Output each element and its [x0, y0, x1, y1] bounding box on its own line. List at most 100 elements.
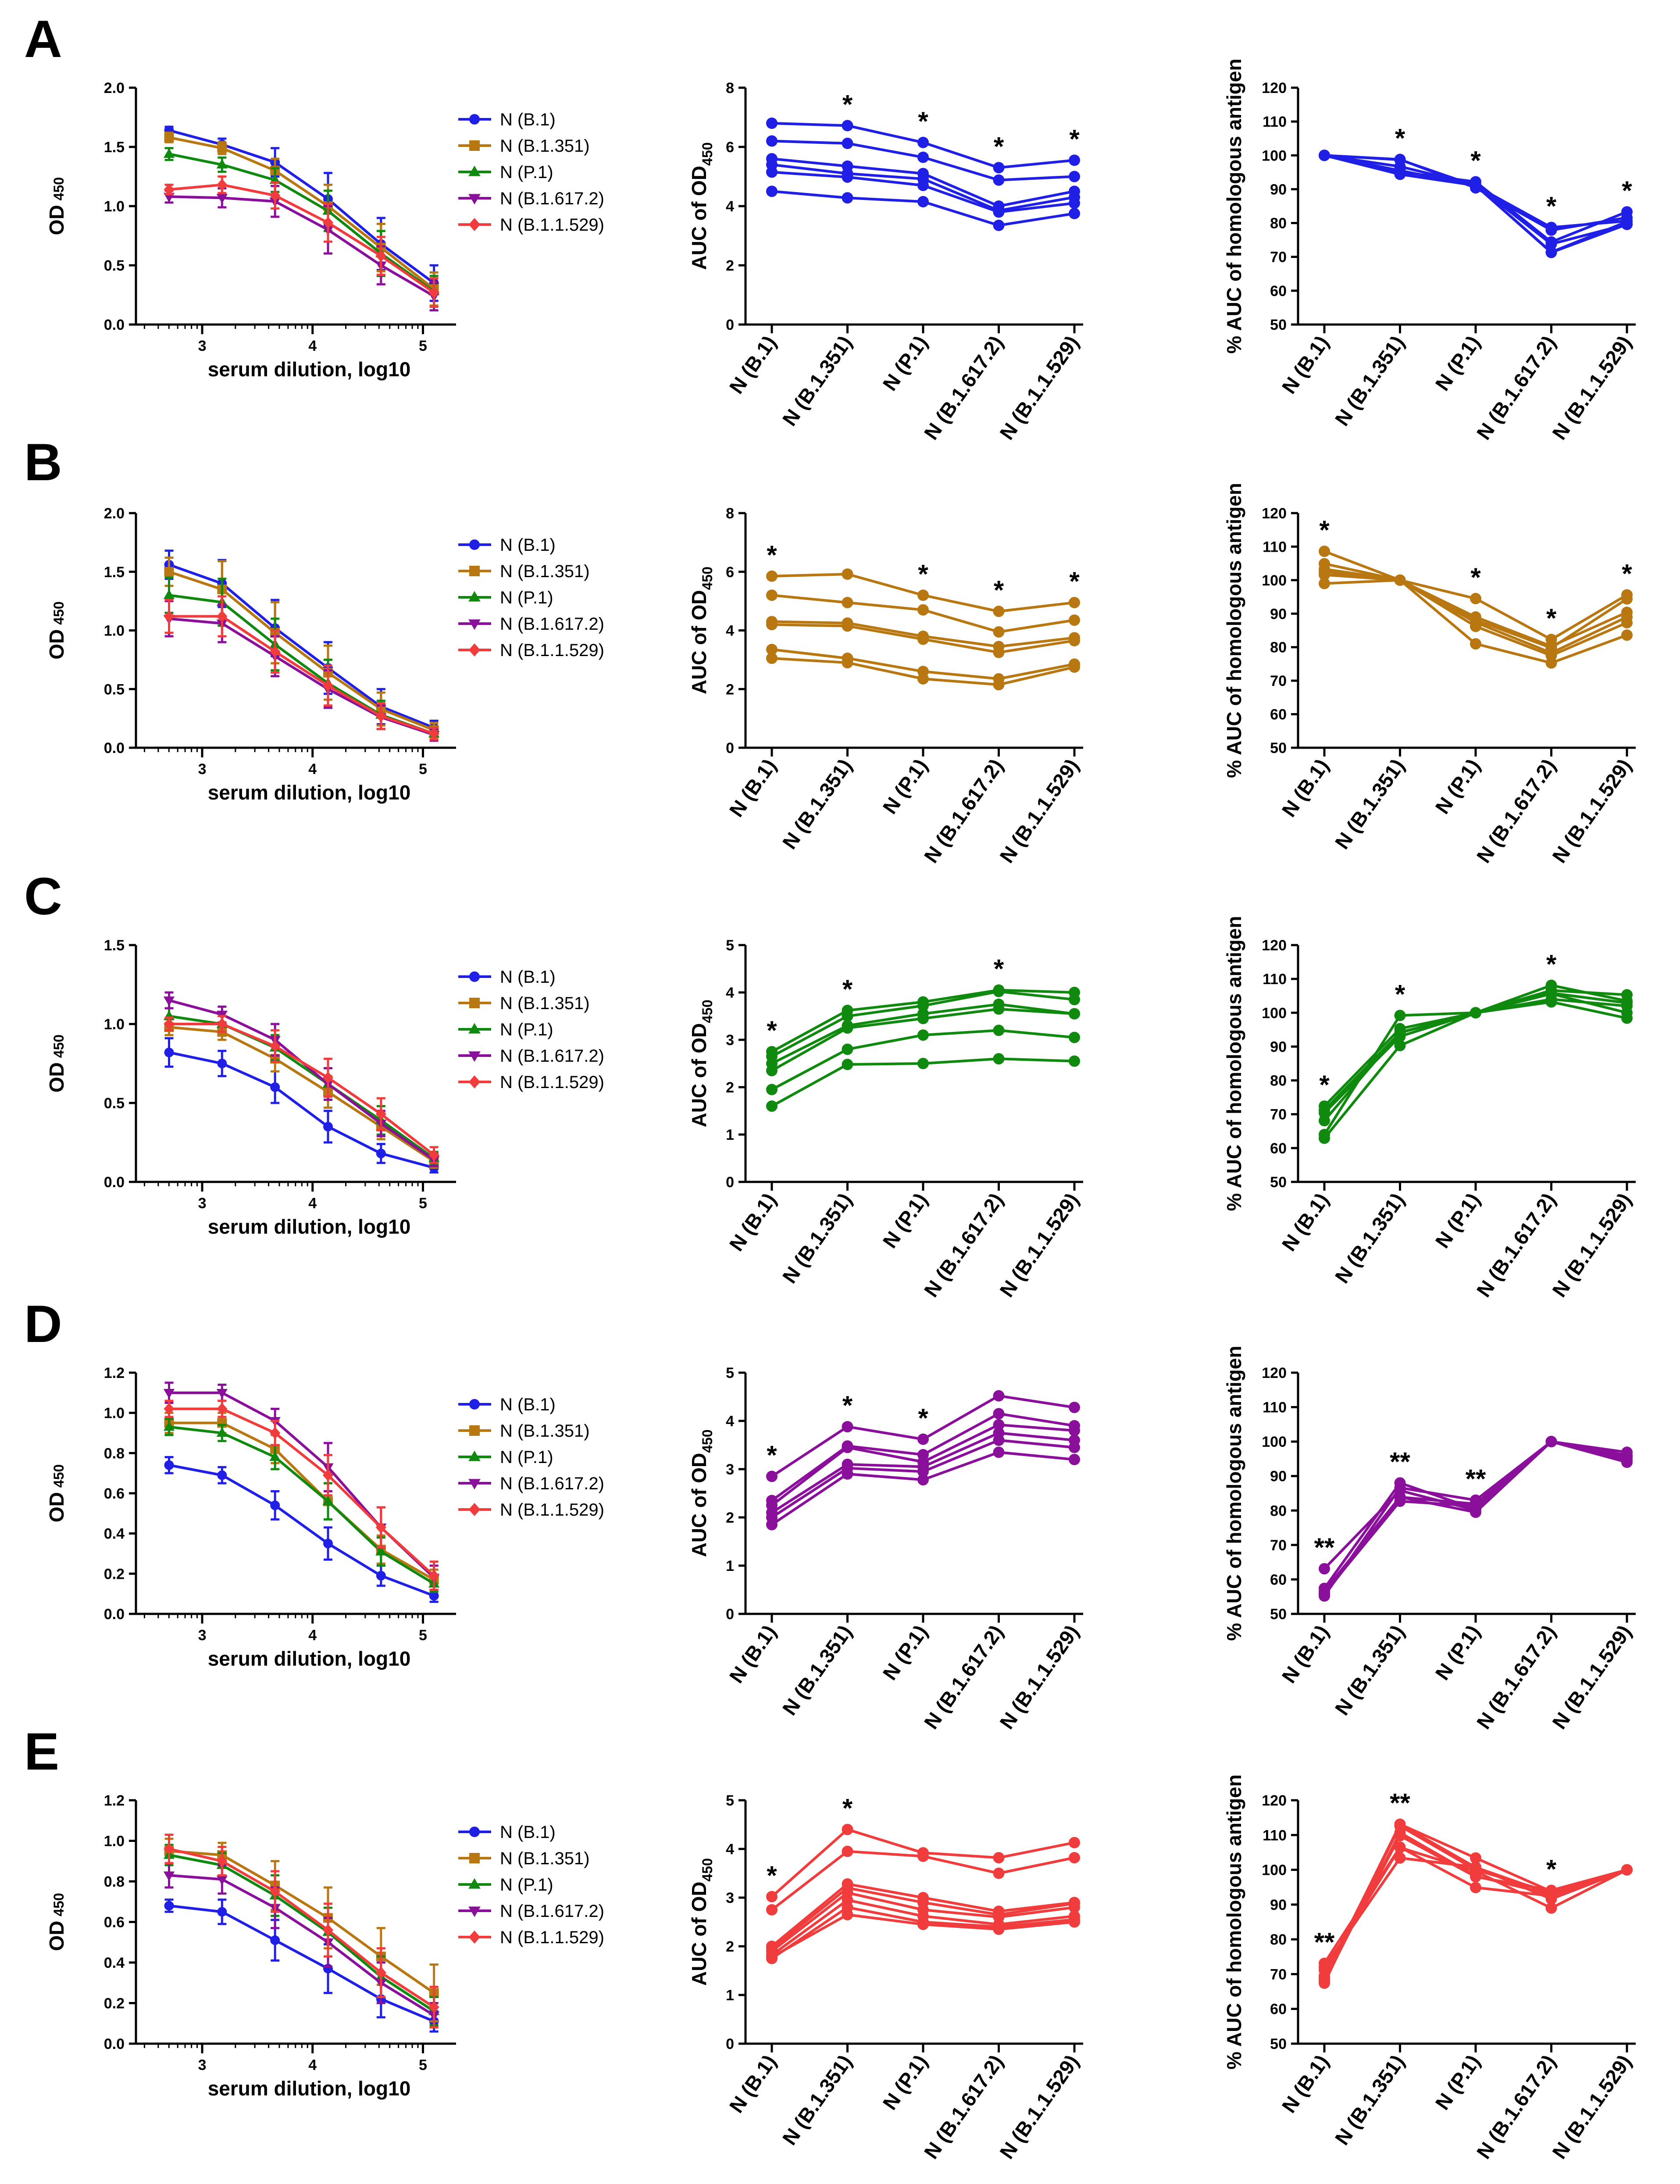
sample-point — [842, 596, 853, 608]
y-tick-label: 60 — [1270, 707, 1287, 723]
legend-label: N (B.1.1.529) — [500, 1928, 604, 1947]
panel-a: A 0.0 0.5 1.0 1.5 2.0 3 4 5 serum dilution, log10… — [24, 10, 1636, 444]
marker-diamond — [468, 643, 481, 657]
marker-circle — [469, 1399, 480, 1410]
x-category-label: N (B.1.351) — [1330, 1189, 1409, 1288]
y-axis-title-subscript: 450 — [51, 177, 67, 200]
marker-diamond — [270, 1427, 281, 1439]
x-category-label: N (B.1.617.2) — [920, 1189, 1008, 1301]
significance-marker: * — [994, 954, 1004, 984]
x-tick-label: 5 — [419, 761, 427, 778]
significance-marker: * — [1069, 567, 1080, 596]
y-tick-label: 0.5 — [104, 1095, 125, 1112]
sample-point — [1545, 1436, 1557, 1448]
y-tick-label: 1.5 — [104, 139, 125, 156]
legend-label: N (B.1.617.2) — [500, 189, 604, 208]
marker-circle — [469, 114, 480, 125]
x-category-label: N (B.1.617.2) — [920, 1621, 1008, 1733]
y-tick-label: 0.5 — [104, 681, 125, 698]
marker-diamond — [217, 1402, 228, 1415]
x-category-label: N (P.1) — [1430, 1621, 1484, 1684]
sample-point — [842, 657, 853, 669]
y-tick-label: 110 — [1263, 1827, 1287, 1844]
significance-marker: * — [767, 1441, 777, 1470]
marker-triangle-down — [216, 1875, 228, 1885]
marker-triangle-up — [322, 1495, 334, 1506]
sample-line-1 — [1319, 979, 1633, 1116]
series-1 — [164, 1018, 439, 1169]
series-2 — [163, 1844, 440, 2027]
sample-point — [917, 1433, 929, 1445]
marker-diamond — [428, 2001, 439, 2013]
dilution-curve-chart: 0.0 0.2 0.4 0.6 0.8 1.0 1.2 3 4 5 serum dilution, … — [45, 1792, 456, 2100]
marker-diamond — [322, 1071, 334, 1084]
sample-point — [842, 120, 853, 132]
y-axis-title-main: AUC of OD — [688, 166, 710, 270]
sample-point — [1394, 1010, 1406, 1021]
legend: N (B.1) N (B.1.351) N (P.1) N (B.1.617.2) N … — [458, 535, 604, 660]
panel-letter: B — [24, 433, 62, 492]
marker-diamond — [428, 286, 439, 299]
sample-point — [1394, 1491, 1406, 1503]
significance-marker: * — [767, 540, 777, 570]
sample-point — [917, 1029, 929, 1041]
legend-label: N (B.1.351) — [500, 562, 590, 581]
y-tick-label: 80 — [1270, 215, 1287, 232]
sample-point — [1394, 1027, 1406, 1038]
auc-chart: 0 2 4 6 8 N (B.1)N (B.1.351) N (P.1)N (B.1.617… — [688, 505, 1083, 867]
y-axis-title-subscript: 450 — [51, 1464, 67, 1488]
legend-label: N (P.1) — [500, 1875, 553, 1895]
panel-letter: C — [24, 867, 62, 926]
series-2 — [163, 147, 440, 308]
y-tick-label: 5 — [726, 1792, 734, 1809]
sample-point — [1069, 1852, 1080, 1863]
sample-point — [1470, 1865, 1481, 1877]
panel-letter: E — [24, 1722, 59, 1781]
y-tick-label: 50 — [1270, 740, 1287, 757]
x-tick-label: 4 — [308, 1195, 317, 1212]
marker-triangle-down — [468, 1479, 481, 1490]
y-tick-label: 0.6 — [104, 1485, 125, 1502]
marker-circle — [270, 1935, 280, 1945]
y-axis-title: OD 450 — [45, 601, 68, 659]
sample-point — [1621, 629, 1633, 641]
y-tick-label: 70 — [1270, 1966, 1287, 1983]
sample-line-4 — [766, 1024, 1080, 1096]
legend: N (B.1) N (B.1.351) N (P.1) N (B.1.617.2) N … — [458, 967, 604, 1092]
legend-label: N (B.1.1.529) — [500, 215, 604, 235]
marker-diamond — [468, 218, 481, 231]
sample-point — [1470, 638, 1481, 650]
sample-point — [1470, 176, 1481, 188]
sample-point — [1069, 1916, 1080, 1928]
y-tick-label: 120 — [1262, 505, 1287, 522]
sample-line-5 — [1319, 993, 1633, 1140]
sample-point — [1319, 1964, 1330, 1976]
y-tick-label: 0.8 — [104, 1874, 125, 1890]
sample-point — [1394, 166, 1406, 178]
y-tick-label: 1.0 — [104, 623, 125, 639]
sample-point — [1621, 593, 1633, 605]
y-tick-label: 4 — [726, 623, 734, 639]
x-category-label: N (B.1.1.529) — [1548, 332, 1636, 444]
y-axis-title-main: OD — [45, 1062, 68, 1092]
sample-point — [1069, 1055, 1080, 1067]
marker-triangle-up — [375, 1545, 387, 1556]
sample-point — [1069, 596, 1080, 608]
y-tick-label: 110 — [1263, 539, 1287, 555]
y-tick-label: 2 — [726, 1938, 734, 1955]
y-axis-title-subscript: 450 — [51, 1893, 67, 1916]
sample-point — [1394, 1482, 1406, 1494]
sample-point — [1621, 1864, 1633, 1876]
sample-point — [1069, 1837, 1080, 1849]
y-tick-label: 60 — [1270, 283, 1287, 300]
legend-label: N (P.1) — [500, 588, 553, 607]
sample-point — [917, 136, 929, 148]
sample-line-0 — [766, 118, 1080, 174]
y-axis-title-main: % AUC of homologous antigen — [1223, 1346, 1245, 1641]
marker-diamond — [270, 1885, 281, 1898]
marker-circle — [429, 1591, 439, 1601]
series-line — [169, 1407, 435, 1577]
sample-point — [993, 1923, 1005, 1935]
sample-point — [1470, 614, 1481, 626]
significance-marker: * — [842, 974, 853, 1004]
